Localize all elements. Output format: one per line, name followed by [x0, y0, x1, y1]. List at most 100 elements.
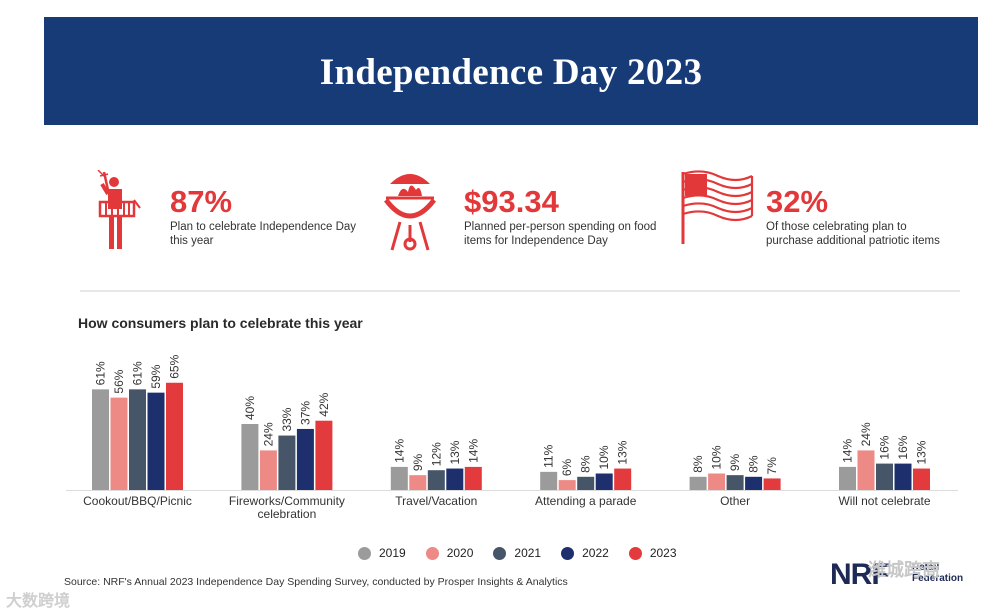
legend-label-2022: 2022	[582, 546, 609, 560]
legend-swatch-2021	[493, 546, 507, 560]
bar-2020-5	[857, 450, 875, 490]
legend-label-2021: 2021	[514, 546, 542, 560]
legend-swatch-2023	[628, 546, 642, 560]
bar-2022-2	[446, 468, 464, 490]
category-label-5: Will not celebrate	[838, 494, 930, 508]
header-banner: Independence Day 2023	[44, 17, 978, 125]
data-label-2022-5: 16%	[896, 435, 910, 459]
data-label-2019-0: 61%	[94, 361, 108, 385]
category-label-1: celebration	[258, 507, 317, 521]
bar-2023-4	[763, 478, 781, 490]
data-label-2022-4: 8%	[747, 455, 761, 473]
data-label-2021-2: 12%	[429, 442, 443, 466]
bar-2019-1	[241, 424, 259, 490]
data-label-2020-1: 24%	[261, 422, 275, 446]
bar-2022-4	[745, 476, 763, 490]
bar-2021-1	[278, 435, 296, 490]
legend-swatch-2019	[358, 546, 371, 560]
nrf-logo: NRF Retail Federation	[830, 558, 970, 602]
source-note: Source: NRF's Annual 2023 Independence D…	[64, 576, 568, 588]
data-label-2019-2: 14%	[392, 439, 406, 463]
data-label-2020-2: 9%	[411, 453, 425, 471]
category-label-1: Fireworks/Community	[229, 494, 345, 508]
data-label-2022-2: 13%	[448, 440, 462, 464]
data-label-2020-3: 6%	[560, 458, 574, 476]
legend-label-2023: 2023	[649, 546, 677, 560]
stat-description: Of those celebrating plan to purchase ad…	[766, 221, 940, 247]
data-label-2020-4: 10%	[710, 445, 724, 469]
bar-2019-2	[390, 466, 408, 490]
bar-2021-2	[427, 470, 445, 490]
watermark-right: 潍城跨商	[868, 560, 940, 580]
bar-2020-4	[708, 473, 726, 490]
data-label-2023-2: 14%	[466, 439, 480, 463]
data-label-2023-5: 13%	[915, 440, 929, 464]
legend-item-2021: 2021	[493, 546, 541, 560]
brand-tagline-2: Federation	[912, 573, 964, 584]
data-label-2019-4: 8%	[691, 455, 705, 473]
data-label-2021-0: 61%	[131, 361, 145, 385]
bar-2023-3	[614, 468, 632, 490]
stat-value: 32%	[766, 184, 829, 219]
brand-logo-text: NRF	[830, 558, 890, 591]
person-with-sparkler-icon	[97, 170, 141, 249]
data-label-2023-1: 42%	[317, 392, 331, 416]
category-label-3: Attending a parade	[535, 494, 637, 508]
bar-2022-5	[894, 463, 912, 490]
legend-label-2019: 2019	[379, 546, 406, 560]
data-label-2020-5: 24%	[859, 422, 873, 446]
bar-2023-1	[315, 420, 333, 490]
bar-2023-0	[166, 382, 183, 490]
stat-description: Plan to celebrate Independence Day this …	[170, 221, 357, 247]
section-divider	[80, 290, 960, 292]
bar-2022-1	[296, 428, 314, 490]
bar-2021-0	[129, 389, 146, 490]
bar-2020-0	[110, 397, 128, 490]
bar-2023-5	[913, 468, 930, 490]
bar-2019-0	[92, 389, 109, 490]
data-label-2021-3: 8%	[579, 455, 593, 473]
brand-tagline: Retail Federation	[912, 562, 963, 584]
bar-2021-4	[726, 475, 744, 490]
legend-item-2020: 2020	[425, 546, 474, 560]
data-label-2023-3: 13%	[616, 440, 630, 464]
data-label-2019-3: 11%	[542, 444, 556, 467]
data-label-2019-5: 14%	[841, 439, 855, 463]
data-label-2023-4: 7%	[765, 457, 779, 475]
bar-2019-3	[540, 471, 558, 490]
data-label-2021-5: 16%	[878, 435, 892, 459]
bar-2019-4	[689, 476, 707, 490]
bar-2023-2	[464, 466, 482, 490]
data-label-2022-1: 37%	[298, 401, 312, 425]
data-label-2022-3: 10%	[597, 445, 611, 469]
bar-2022-3	[595, 473, 613, 490]
stat-description: Planned per-person spending on food item…	[464, 221, 657, 247]
bar-2021-3	[577, 476, 595, 490]
legend-item-2023: 2023	[628, 546, 677, 560]
category-label-0: Cookout/BBQ/Picnic	[83, 494, 192, 508]
legend-swatch-2022	[561, 546, 575, 560]
stat-value: 87%	[170, 184, 233, 219]
brand-tagline-1: Retail	[912, 562, 940, 573]
bar-2021-5	[876, 463, 893, 490]
legend-item-2022: 2022	[561, 546, 609, 560]
grill-icon	[384, 174, 436, 251]
category-label-2: Travel/Vacation	[395, 494, 477, 508]
data-label-2019-1: 40%	[243, 396, 257, 420]
bar-2020-1	[259, 450, 277, 490]
category-label-4: Other	[720, 494, 750, 508]
stat-value: $93.34	[464, 184, 559, 219]
data-label-2022-0: 59%	[149, 364, 163, 388]
chart-legend: 2019 2020 2021 2022 2023	[358, 546, 697, 560]
chart-title: How consumers plan to celebrate this yea…	[78, 315, 363, 331]
legend-item-2019: 2019	[358, 546, 406, 560]
data-label-2020-0: 56%	[112, 369, 126, 393]
page-title: Independence Day 2023	[319, 52, 703, 93]
bar-2019-5	[839, 466, 856, 490]
legend-label-2020: 2020	[446, 546, 474, 560]
watermark-left: 大数跨境	[6, 593, 71, 610]
data-label-2021-1: 33%	[280, 407, 294, 431]
bar-2020-3	[558, 480, 576, 490]
flag-icon	[681, 170, 754, 244]
data-label-2021-4: 9%	[728, 453, 742, 471]
